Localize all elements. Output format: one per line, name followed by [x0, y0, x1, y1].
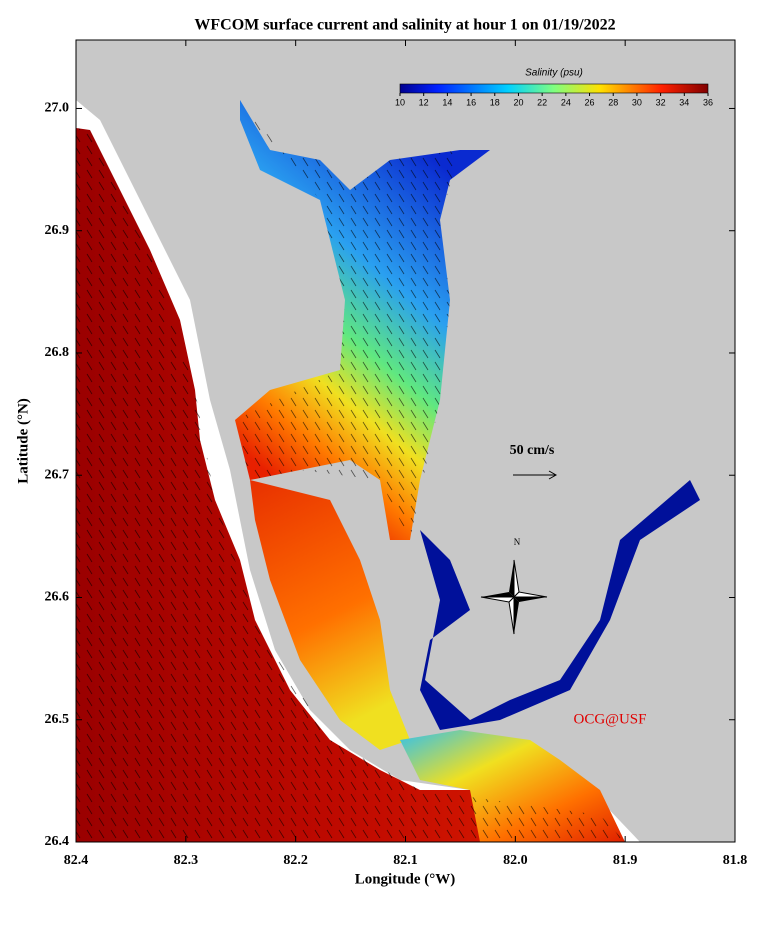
x-axis-label: Longitude (°W): [355, 871, 456, 887]
colorbar-tick-label: 28: [608, 97, 618, 107]
y-tick-label: 26.7: [45, 467, 70, 482]
colorbar-tick-label: 34: [679, 97, 689, 107]
scale-label: 50 cm/s: [510, 443, 555, 458]
colorbar-title: Salinity (psu): [525, 68, 583, 79]
colorbar-tick-label: 14: [442, 97, 452, 107]
colorbar-tick-label: 18: [490, 97, 500, 107]
y-tick-label: 26.6: [45, 590, 70, 605]
colorbar-tick-label: 16: [466, 97, 476, 107]
credit: OCG@USF: [573, 711, 646, 727]
colorbar-tick-label: 12: [419, 97, 429, 107]
y-tick-label: 26.9: [45, 223, 70, 238]
x-tick-label: 82.4: [64, 853, 89, 868]
compass: [480, 559, 548, 635]
colorbar-tick-label: 32: [656, 97, 666, 107]
x-tick-label: 82.3: [174, 853, 199, 868]
colorbar-tick-label: 36: [703, 97, 713, 107]
x-tick-label: 82.0: [503, 853, 528, 868]
colorbar: [399, 83, 709, 94]
colorbar-tick-label: 10: [395, 97, 405, 107]
y-axis-label: Latitude (°N): [15, 398, 31, 484]
colorbar-tick-label: 30: [632, 97, 642, 107]
title: WFCOM surface current and salinity at ho…: [194, 17, 615, 34]
colorbar-tick-label: 26: [585, 97, 595, 107]
colorbar-tick-label: 20: [513, 97, 523, 107]
x-tick-label: 81.8: [723, 853, 748, 868]
x-tick-label: 82.1: [393, 853, 418, 868]
y-tick-label: 26.4: [45, 834, 70, 849]
y-tick-label: 26.8: [45, 345, 70, 360]
y-tick-label: 27.0: [45, 101, 70, 116]
compass-label: N: [514, 537, 521, 547]
scale-arrowhead: [548, 470, 558, 480]
x-tick-label: 81.9: [613, 853, 638, 868]
y-tick-label: 26.5: [45, 712, 70, 727]
colorbar-tick-label: 22: [537, 97, 547, 107]
colorbar-tick-label: 24: [561, 97, 571, 107]
water: [76, 100, 700, 842]
x-tick-label: 82.2: [283, 853, 308, 868]
